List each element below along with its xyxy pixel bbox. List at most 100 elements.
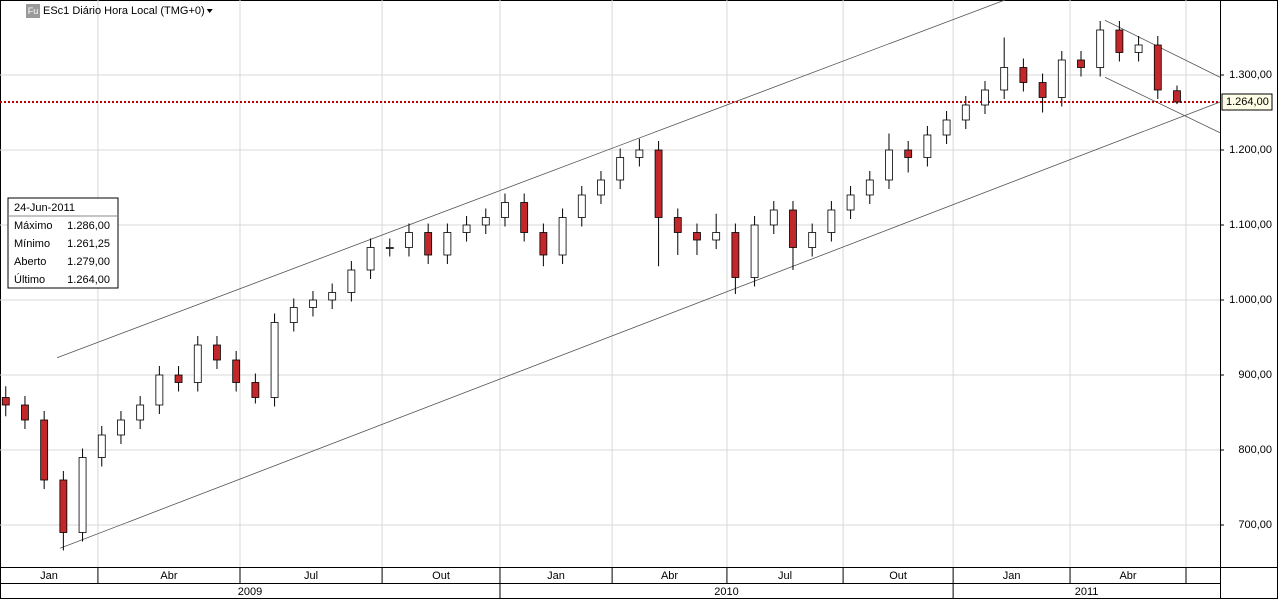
candle-body <box>232 359 241 383</box>
candle-body <box>385 247 394 249</box>
candle-body <box>942 119 951 136</box>
candle-body <box>1 397 10 406</box>
candle-body <box>155 374 164 406</box>
trendline <box>59 101 1221 549</box>
candle-body <box>789 209 797 248</box>
candle-body <box>1153 44 1162 91</box>
candle-body <box>1134 44 1143 53</box>
trendline <box>1104 19 1221 78</box>
info-box-frame <box>7 197 119 289</box>
candle-body <box>481 217 490 226</box>
candle-body <box>865 179 874 196</box>
candle-body <box>59 479 68 533</box>
x-tick-label: Abr <box>160 570 177 582</box>
x-tick-label: Jul <box>778 570 792 582</box>
candle-body <box>981 89 989 106</box>
year-label: 2009 <box>238 586 262 598</box>
candle-body <box>616 157 625 181</box>
trendline <box>1104 76 1221 134</box>
candle-body <box>21 404 29 421</box>
candle-body <box>347 269 356 293</box>
candle-body <box>501 202 509 218</box>
x-tick-label: Abr <box>1119 570 1136 582</box>
y-tick-label: 700,00 <box>1238 519 1272 531</box>
candle-body <box>923 134 932 158</box>
candle-body <box>885 149 893 181</box>
candle-body <box>78 457 87 533</box>
candle-body <box>635 149 644 158</box>
info-box: 24-Jun-2011 Máximo 1.286,00 Mínimo 1.261,25 A… <box>7 197 119 289</box>
icon-label: Fu <box>28 6 39 16</box>
trendline <box>56 0 1006 359</box>
candle-body <box>405 232 413 248</box>
info-value: 1.279,00 <box>67 256 110 268</box>
y-tick-label: 1.300,00 <box>1229 69 1272 81</box>
info-date: 24-Jun-2011 <box>14 202 75 214</box>
candle-body <box>808 232 817 248</box>
candle-body <box>654 149 663 218</box>
candle-body <box>40 419 49 481</box>
candle-body <box>827 209 836 233</box>
candle-body <box>462 224 471 233</box>
candle-body <box>539 232 548 256</box>
candle-body <box>309 299 317 308</box>
y-tick-label: 1.100,00 <box>1229 219 1272 231</box>
candle-body <box>673 217 682 233</box>
plot <box>0 0 1221 567</box>
y-tick-label: 1.200,00 <box>1229 144 1272 156</box>
x-tick-label: Out <box>889 570 907 582</box>
candle-body <box>443 232 452 256</box>
x-tick-label: Jan <box>547 570 565 582</box>
candle-body <box>577 194 586 218</box>
candle-body <box>520 202 529 233</box>
x-tick-label: Out <box>432 570 450 582</box>
info-value: 1.261,25 <box>67 238 110 250</box>
candle-body <box>328 292 337 301</box>
icon <box>26 4 40 18</box>
year-label: 2010 <box>714 586 738 598</box>
candle-body <box>251 382 260 398</box>
y-tick-label: 900,00 <box>1238 369 1272 381</box>
year-label: 2011 <box>1075 586 1099 598</box>
candle-body <box>1115 29 1124 53</box>
x-tick-label: Jul <box>304 570 318 582</box>
candle-body <box>1000 67 1009 91</box>
candle-body <box>846 194 855 211</box>
candle-body <box>270 322 279 398</box>
info-label: Máximo <box>14 220 53 232</box>
candle-body <box>117 419 125 436</box>
candle-body <box>1057 59 1066 98</box>
candle-body <box>97 434 106 458</box>
candle-body <box>289 307 298 323</box>
last-price-box <box>1221 93 1273 111</box>
candle-body <box>712 232 721 241</box>
candle-body <box>558 217 567 256</box>
info-label: Aberto <box>14 256 46 268</box>
info-value: 1.286,00 <box>67 220 110 232</box>
candle-body <box>424 232 433 256</box>
candle-body <box>213 344 221 361</box>
info-label: Mínimo <box>14 238 50 250</box>
candle-body <box>193 344 202 383</box>
x-tick-label: Jan <box>40 570 58 582</box>
candle-body <box>961 104 970 121</box>
candle-body <box>1173 90 1181 103</box>
candle-body <box>597 179 605 196</box>
x-tick-label: Abr <box>661 570 678 582</box>
x-tick-label: Jan <box>1003 570 1021 582</box>
candle-body <box>1077 59 1085 68</box>
candle-body <box>136 404 145 421</box>
info-value: 1.264,00 <box>67 274 110 286</box>
candle-body <box>731 232 740 278</box>
dropdown-arrow[interactable] <box>206 9 213 13</box>
chart-title: ESc1 Diário Hora Local (TMG+0) <box>43 5 205 17</box>
candle-body <box>769 209 778 226</box>
candle-body <box>174 374 183 383</box>
candle-body <box>1019 67 1028 83</box>
candle-body <box>1096 29 1105 68</box>
y-tick-label: 800,00 <box>1238 444 1272 456</box>
candle-body <box>904 149 913 158</box>
last-price-label: 1.264,00 <box>1226 96 1269 108</box>
candle-body <box>1038 82 1047 98</box>
